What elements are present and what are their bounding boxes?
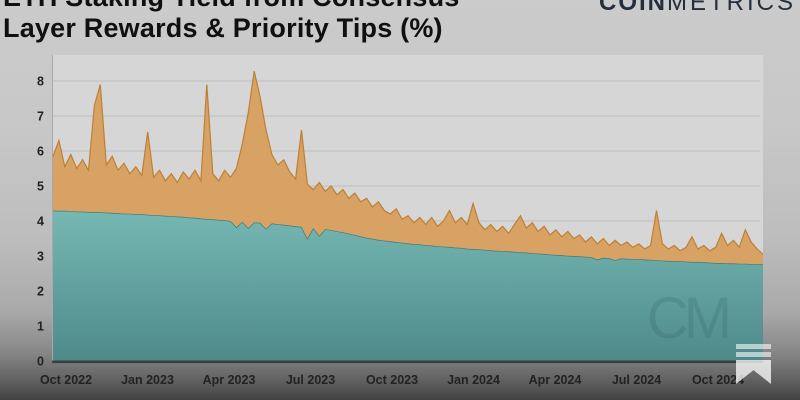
logo-text-coin: COIN: [599, 0, 667, 16]
y-tick-label: 5: [37, 180, 44, 194]
logo-text-metrics: METRICS: [667, 0, 796, 16]
title-line-2: Layer Rewards & Priority Tips (%): [3, 13, 443, 43]
y-tick-label: 1: [37, 320, 44, 334]
x-tick-label: Oct 2024: [692, 373, 744, 387]
x-tick-label: Jul 2023: [286, 373, 335, 387]
x-tick-label: Jan 2024: [447, 373, 500, 387]
x-tick-label: Oct 2023: [366, 373, 418, 387]
icon-ribbon-notch: [736, 360, 771, 384]
y-tick-label: 6: [37, 145, 44, 159]
icon-bar-bottom: [736, 352, 771, 357]
x-tick-label: Jan 2023: [121, 373, 174, 387]
y-tick-label: 3: [37, 250, 44, 264]
title-line-1: ETH Staking Yield from Consensus: [3, 0, 460, 13]
y-tick-label: 0: [37, 355, 44, 369]
x-tick-label: Oct 2022: [40, 373, 92, 387]
consensus-area: [53, 210, 763, 361]
y-tick-label: 4: [37, 215, 44, 229]
x-tick-label: Apr 2023: [203, 373, 256, 387]
y-tick-label: 7: [37, 110, 44, 124]
y-tick-label: 2: [37, 285, 44, 299]
coinmetrics-logo: COINMETRICS: [599, 0, 796, 17]
page-title: ETH Staking Yield from Consensus Layer R…: [3, 0, 460, 44]
icon-bar-top: [736, 344, 771, 349]
total-yield-line: [52, 71, 764, 255]
ribbon-chevron-icon: [736, 344, 771, 384]
priority-tips-area: [53, 71, 763, 265]
x-axis-line: [52, 360, 763, 364]
cm-watermark: CM: [647, 286, 728, 351]
x-tick-label: Jul 2024: [612, 373, 661, 387]
y-tick-label: 8: [37, 75, 44, 89]
x-tick-label: Apr 2024: [529, 373, 582, 387]
